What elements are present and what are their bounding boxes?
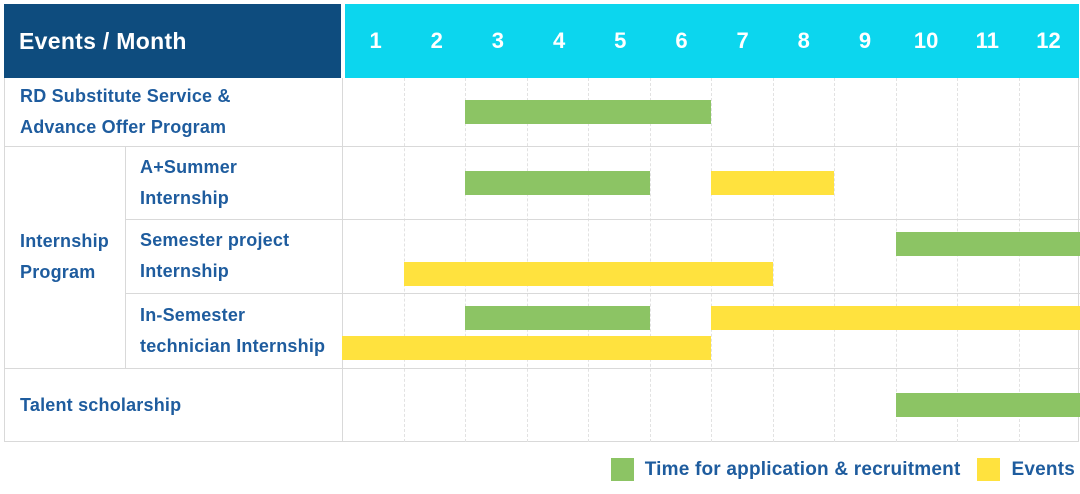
bar-event-in-semester-technician-internshi (342, 336, 711, 360)
bar-event-semester-project-internship (403, 262, 773, 286)
row-label-semester-project-internship: Semester project Internship (140, 230, 290, 281)
month-gridline-2 (465, 78, 466, 442)
bar-event-in-semester-technician-internshi (711, 306, 1080, 330)
group-column-divider (125, 146, 126, 368)
row-label-talent-scholarship: Talent scholarship (20, 394, 182, 415)
row-divider-1 (5, 146, 1080, 147)
month-gridline-7 (772, 78, 774, 442)
month-header-5: 5 (614, 28, 627, 53)
legend-item-application: Time for application & recruitment (610, 458, 961, 481)
month-gridline-3 (526, 78, 528, 442)
month-header-11: 11 (975, 28, 999, 53)
bar-application-rd-substitute-service-advance-of (465, 100, 711, 124)
month-gridline-10 (957, 78, 958, 442)
group-label-internship-program: Internship Program (20, 231, 110, 282)
month-header-6: 6 (675, 28, 688, 53)
month-gridline-1 (403, 78, 405, 442)
bar-application-semester-project-internship (895, 232, 1080, 256)
legend-label-application: Time for application & recruitment (644, 458, 961, 480)
bar-application-in-semester-technician-internshi (465, 306, 650, 330)
month-gridline-5 (649, 78, 651, 442)
row-label-a-summer-internship: A+Summer Internship (140, 156, 238, 208)
legend-swatch-event (977, 458, 1001, 481)
month-header-12: 12 (1036, 28, 1061, 53)
row-label-in-semester-technician-internshi: In-Semester technician Internship (140, 304, 326, 356)
row-label-rd-substitute-service-advance-of: RD Substitute Service & Advance Offer Pr… (20, 86, 231, 137)
bar-application-talent-scholarship (895, 393, 1080, 417)
row-divider-4 (5, 368, 1080, 369)
month-header-10: 10 (913, 28, 939, 53)
month-gridline-8 (834, 78, 835, 442)
month-header-7: 7 (736, 28, 749, 53)
gantt-body: Internship Program RD Substitute Service … (4, 78, 1080, 442)
legend: Time for application & recruitment Events (0, 458, 1077, 481)
month-gridline-9 (895, 78, 897, 442)
gantt-table: Events / Month 1 2 3 4 5 6 7 8 9 10 11 12 Internshi… (4, 4, 1080, 442)
month-gridline-4 (588, 78, 589, 442)
legend-item-event: Events (977, 458, 1075, 481)
month-header-9: 9 (858, 28, 872, 53)
table-corner-header: Events / Month (4, 4, 341, 78)
month-header-1: 1 (369, 28, 382, 53)
month-header-3: 3 (491, 28, 505, 53)
row-divider-2 (125, 219, 1080, 220)
row-divider-3 (125, 293, 1080, 294)
month-gridline-11 (1018, 78, 1020, 442)
label-column-divider (342, 78, 343, 442)
month-header-row: 1 2 3 4 5 6 7 8 9 10 11 12 (345, 4, 1079, 78)
legend-label-event: Events (1011, 458, 1075, 480)
month-header-8: 8 (797, 28, 810, 53)
bar-application-a-summer-internship (465, 170, 650, 195)
bar-event-a-summer-internship (711, 170, 834, 195)
month-header-2: 2 (430, 28, 443, 53)
month-header-4: 4 (552, 28, 566, 53)
month-gridline-6 (711, 78, 712, 442)
legend-swatch-application (610, 458, 634, 481)
